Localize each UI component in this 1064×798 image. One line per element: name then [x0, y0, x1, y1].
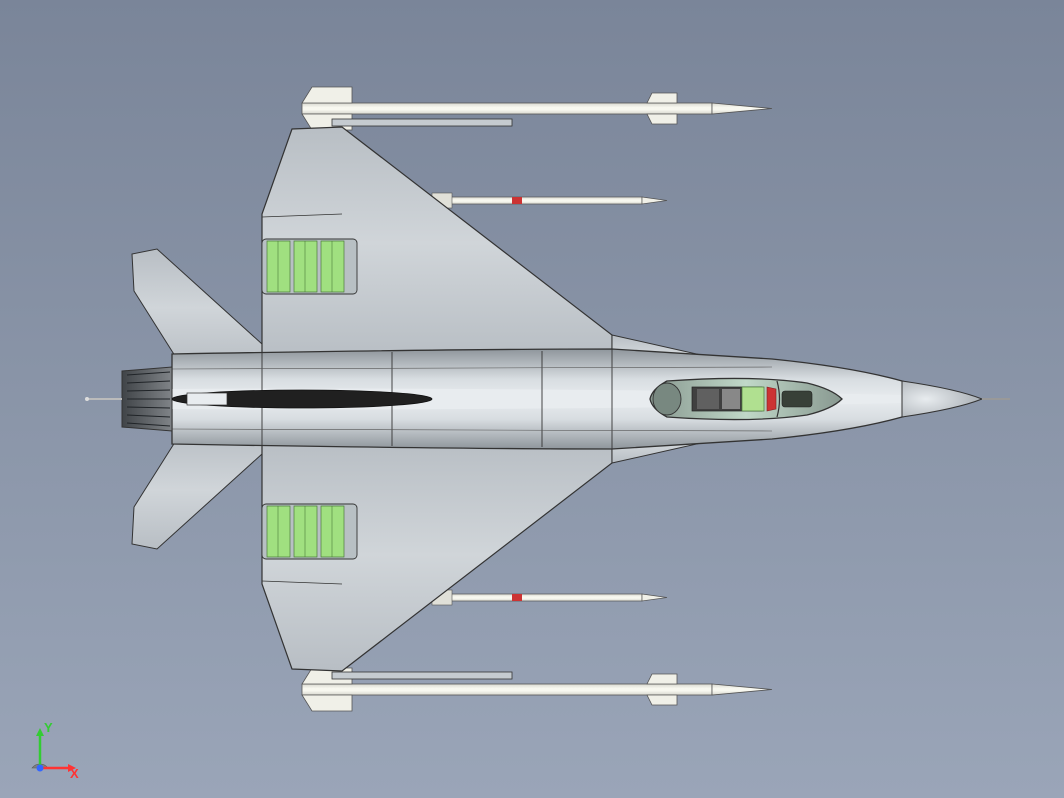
- axis-x-label: X: [70, 766, 79, 780]
- h-stab-top: [132, 249, 262, 367]
- canopy: [650, 378, 842, 419]
- aircraft-model[interactable]: [52, 49, 1012, 749]
- axis-y-label: Y: [44, 720, 53, 735]
- launch-rail-bottom: [332, 672, 512, 679]
- h-stab-bottom: [132, 431, 262, 549]
- cad-viewport[interactable]: X Y: [0, 0, 1064, 798]
- pylon-missile-bottom: [432, 590, 667, 605]
- pylon-missile-top: [432, 193, 667, 208]
- axis-z-marker: [37, 765, 44, 772]
- nose-cone: [902, 381, 982, 417]
- launch-rail-top: [332, 119, 512, 126]
- coordinate-triad[interactable]: X Y: [20, 720, 80, 780]
- bomb-rack-bottom: [262, 504, 357, 559]
- dorsal-dark-panel: [172, 390, 432, 408]
- bomb-rack-top: [262, 239, 357, 294]
- engine-nozzle: [122, 367, 172, 431]
